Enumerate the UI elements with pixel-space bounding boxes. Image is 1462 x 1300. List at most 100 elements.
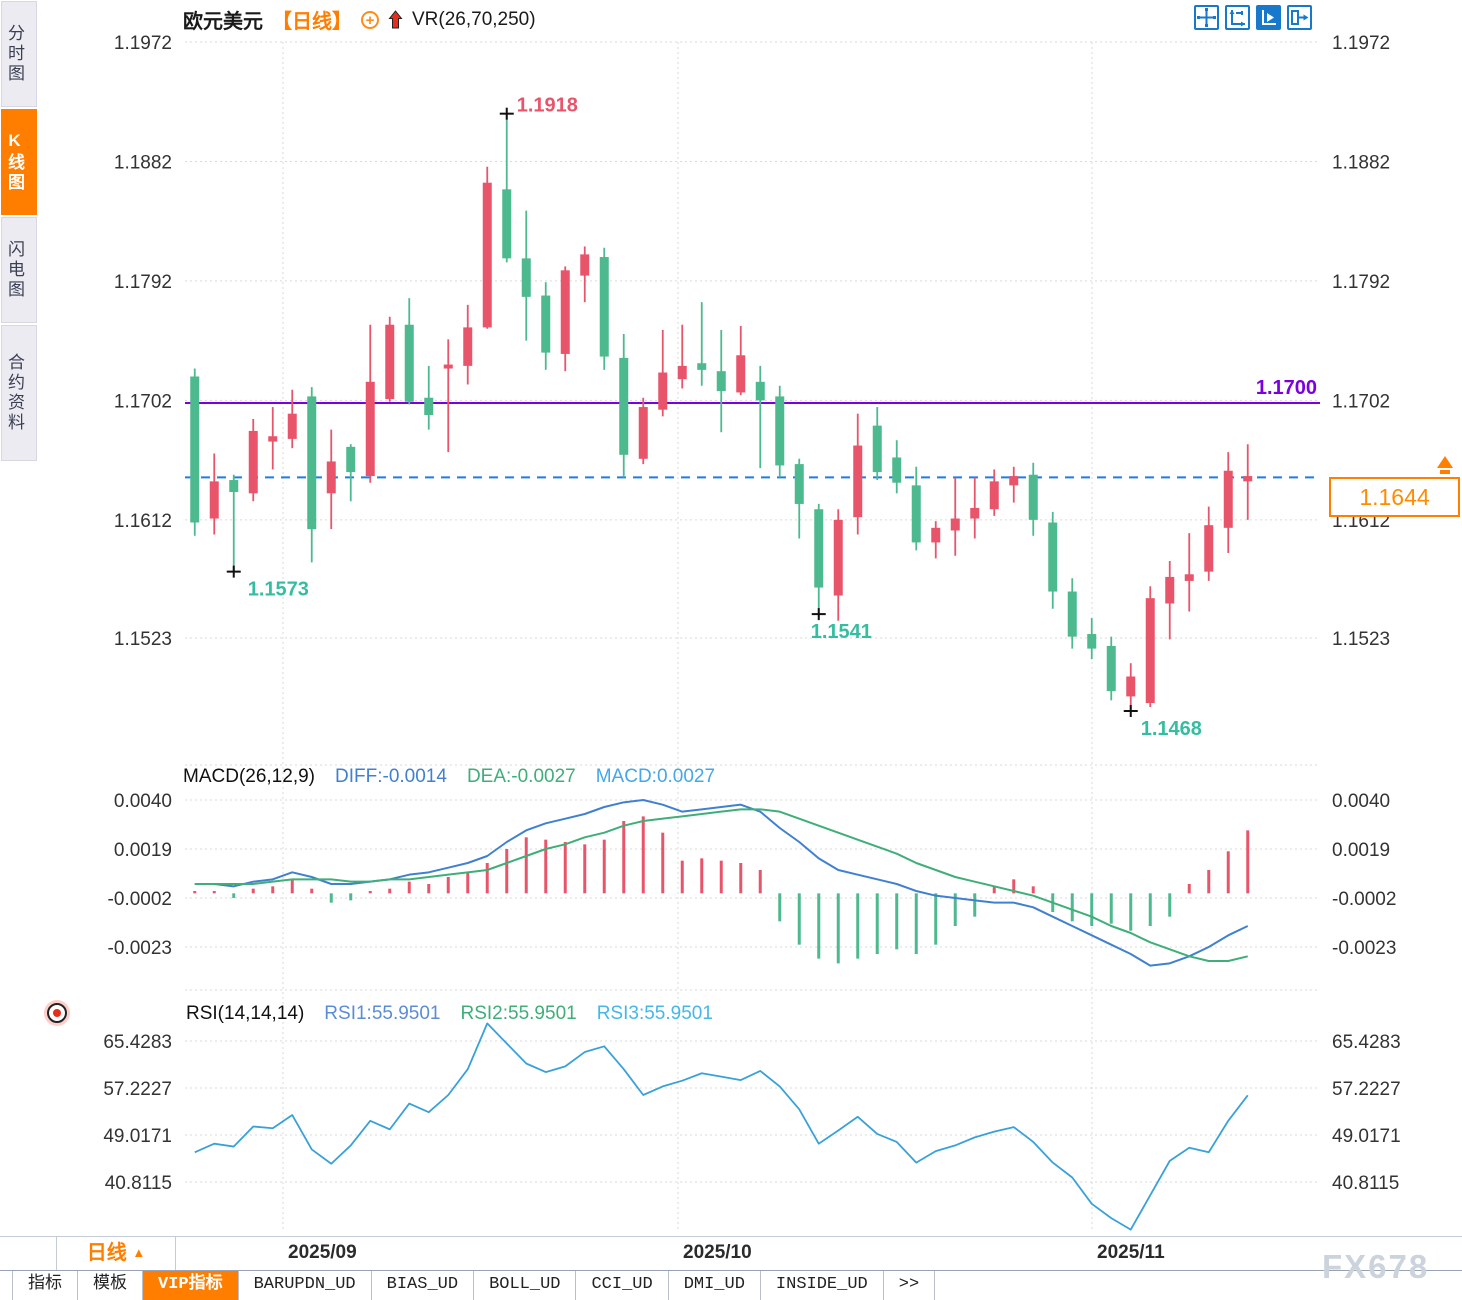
macd-dea-value: DEA:-0.0027 (466, 766, 576, 787)
candle-body (1067, 591, 1077, 637)
y-tick-label: 1.1612 (114, 511, 172, 532)
pan-crosshair-icon[interactable] (1194, 5, 1219, 30)
candle-body (560, 270, 570, 354)
y-tick-label: 40.8115 (1332, 1173, 1399, 1194)
candle-body (326, 461, 336, 494)
y-tick-label: 1.1523 (1332, 629, 1390, 650)
candle-body (892, 457, 902, 483)
candle-body (853, 445, 863, 518)
indicator-tab-5[interactable]: BIAS_UD (372, 1271, 475, 1300)
y-tick-label: 57.2227 (1332, 1079, 1401, 1100)
macd-macd-value: MACD:0.0027 (595, 766, 716, 787)
y-tick-label: 57.2227 (103, 1079, 172, 1100)
candle-body (287, 413, 297, 439)
indicator-tab-2[interactable]: 模板 (78, 1271, 143, 1300)
candle-body (502, 189, 512, 259)
y-tick-label: 0.0040 (1332, 791, 1390, 812)
price-annotation: 1.1468 (1141, 718, 1202, 740)
candle-body (1009, 476, 1019, 486)
y-tick-label: 49.0171 (1332, 1126, 1401, 1147)
xaxis-row: 日线 ▲ 2025/09 2025/10 2025/11 (0, 1236, 1462, 1271)
chart-toolbar (1194, 5, 1312, 30)
candle-body (248, 430, 258, 494)
candle-body (482, 182, 492, 328)
candle-body (1145, 598, 1155, 704)
candle-body (931, 527, 941, 543)
candle-body (638, 407, 648, 459)
watermark: FX678 (1322, 1248, 1430, 1285)
candle-body (424, 397, 434, 415)
indicator-tab-9[interactable]: INSIDE_UD (761, 1271, 884, 1300)
chart-canvas[interactable]: 1.1972 1.1972 1.1882 1.1882 1.1792 1.1792 1.17… (40, 0, 1462, 1236)
rsi-layer (194, 1022, 1249, 1231)
candle-body (1184, 574, 1194, 581)
price-annotation: 1.1918 (517, 95, 578, 117)
vr-up-arrow-icon (388, 10, 403, 29)
chart-title-row: 欧元美元 【日线】 + VR(26,70,250) (183, 5, 536, 34)
axis-range-icon[interactable] (1225, 5, 1250, 30)
support-line-label: 1.1700 (1256, 377, 1317, 399)
price-up-arrow-base (1440, 470, 1450, 474)
candle-body (833, 519, 843, 596)
indicator-tab-6[interactable]: BOLL_UD (474, 1271, 577, 1300)
current-price-tag: 1.1644 (1329, 477, 1460, 517)
period-selector-label: 日线 (86, 1242, 127, 1264)
y-tick-label: 0.0019 (114, 840, 172, 861)
indicator-tab-3[interactable]: VIP指标 (143, 1271, 239, 1300)
indicator-tab-8[interactable]: DMI_UD (669, 1271, 761, 1300)
sidebar-tab-2[interactable]: K线图 (1, 109, 37, 215)
rsi-line (194, 1022, 1249, 1231)
sidebar-tab-1[interactable]: 分时图 (1, 1, 37, 107)
candle-body (619, 357, 629, 455)
symbol-title: 欧元美元 (183, 11, 263, 33)
macd-header: MACD(26,12,9) DIFF:-0.0014 DEA:-0.0027 M… (183, 766, 715, 788)
candle-body (385, 324, 395, 400)
candle-body (989, 481, 999, 510)
y-tick-label: 1.1523 (114, 629, 172, 650)
candle-body (1223, 470, 1233, 528)
indicator-settings-icon[interactable] (47, 1003, 67, 1023)
y-tick-label: 0.0040 (114, 791, 172, 812)
collapse-panel-icon[interactable] (1287, 5, 1312, 30)
caret-up-icon: ▲ (132, 1245, 146, 1260)
candle-body (268, 436, 278, 442)
macd-title: MACD(26,12,9) (183, 766, 315, 787)
add-indicator-icon[interactable]: + (361, 10, 379, 29)
y-tick-label: 1.1972 (114, 33, 172, 54)
price-annotation: 1.1541 (811, 621, 872, 643)
axis-autofit-icon[interactable] (1256, 5, 1281, 30)
candle-body (697, 363, 707, 370)
y-tick-label: -0.0023 (108, 938, 172, 959)
xaxis-month-label: 2025/11 (1097, 1242, 1165, 1263)
indicator-tab-4[interactable]: BARUPDN_UD (239, 1271, 372, 1300)
price-annotation: 1.1573 (248, 579, 309, 601)
candle-body (521, 258, 531, 297)
candle-body (794, 464, 804, 504)
indicator-tab-7[interactable]: CCI_UD (576, 1271, 669, 1300)
indicator-tab-10[interactable]: >> (884, 1271, 936, 1300)
indicator-tab-1[interactable]: 指标 (12, 1271, 78, 1300)
y-tick-label: 1.1972 (1332, 33, 1390, 54)
y-tick-label: 1.1882 (114, 152, 172, 173)
candle-body (814, 509, 824, 588)
sidebar-tab-4[interactable]: 合约资料 (1, 325, 37, 461)
period-selector[interactable]: 日线 ▲ (56, 1237, 176, 1270)
candle-body (911, 485, 921, 543)
macd-dea-line (194, 808, 1248, 962)
xaxis-month-label: 2025/09 (288, 1242, 357, 1263)
candle-body (716, 371, 726, 392)
candle-body (209, 481, 219, 519)
price-up-arrow-icon (1437, 456, 1453, 468)
sidebar-tab-3[interactable]: 闪电图 (1, 217, 37, 323)
candle-body (755, 381, 765, 401)
rsi-header: RSI(14,14,14) RSI1:55.9501 RSI2:55.9501 … (186, 1003, 713, 1025)
y-tick-label: 65.4283 (103, 1032, 172, 1053)
candle-body (599, 257, 609, 357)
candle-body (970, 507, 980, 519)
candle-body (229, 480, 239, 492)
annotations-layer: 1.1918 1.1573 1.1541 1.1468 (226, 95, 1202, 740)
rsi1-value: RSI1:55.9501 (324, 1003, 441, 1024)
indicator-tabbar: 指标 模板 VIP指标 BARUPDN_UD BIAS_UD BOLL_UD CCI_UD D… (0, 1270, 1462, 1300)
candle-body (443, 364, 453, 369)
candle-body (658, 372, 668, 410)
